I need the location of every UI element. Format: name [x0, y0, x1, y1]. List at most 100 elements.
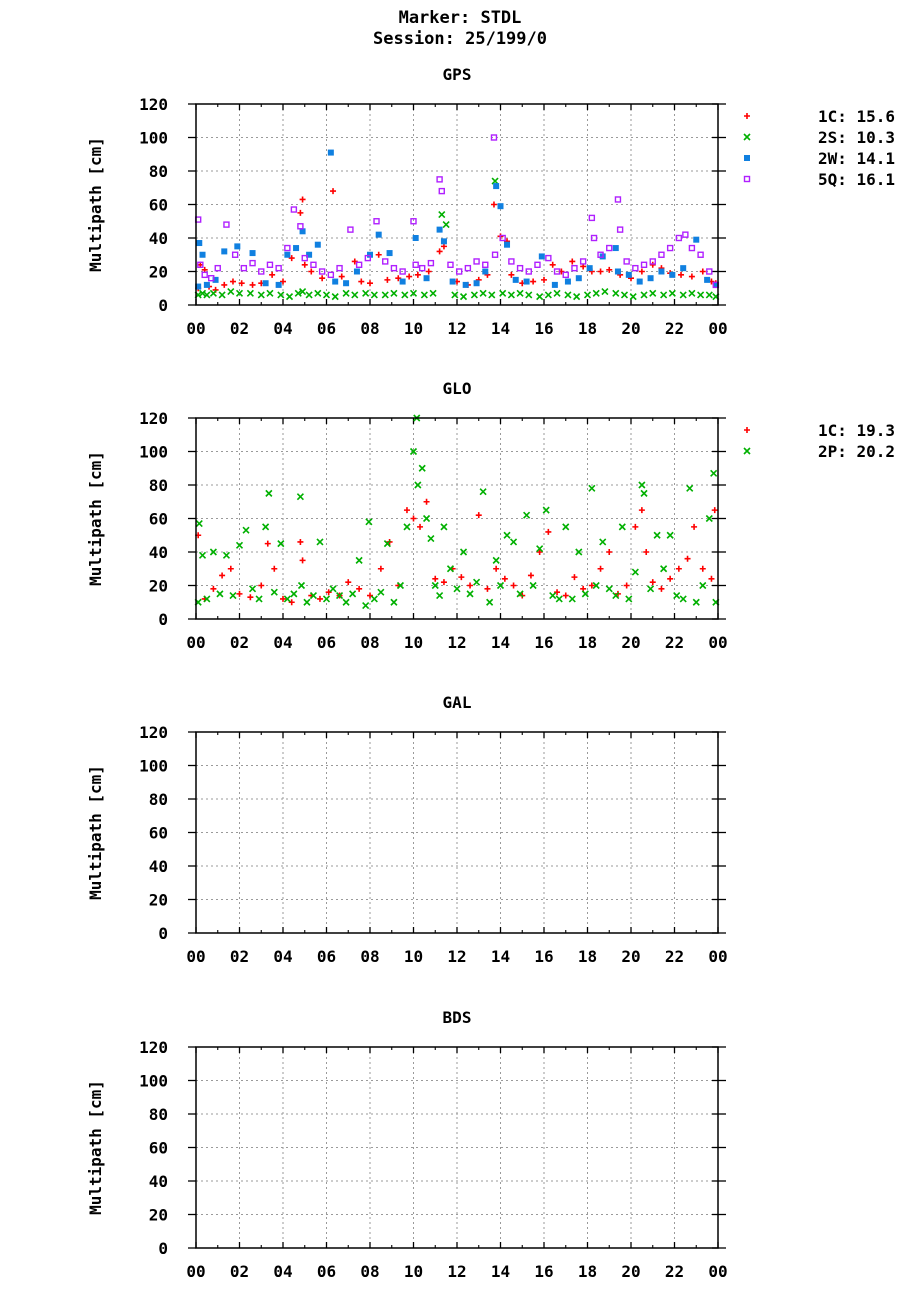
data-point	[410, 515, 417, 522]
x-tick-label: 22	[665, 1262, 684, 1281]
data-point	[258, 582, 265, 589]
data-point	[527, 572, 534, 579]
data-point	[288, 255, 295, 262]
y-tick-label: 100	[139, 1072, 168, 1091]
y-axis-label: Multipath [cm]	[86, 451, 105, 586]
data-point	[706, 268, 713, 275]
data-point	[401, 291, 409, 299]
data-point	[510, 582, 517, 589]
data-point	[640, 291, 648, 299]
data-point	[658, 268, 665, 275]
data-point	[343, 280, 350, 287]
data-point	[564, 278, 571, 285]
legend-marker	[743, 175, 751, 183]
data-point	[523, 511, 531, 519]
data-point	[496, 581, 505, 590]
data-point	[612, 245, 619, 252]
data-point	[508, 271, 515, 278]
data-point	[606, 549, 613, 555]
data-point	[499, 234, 506, 242]
x-tick-label: 08	[360, 947, 379, 966]
data-point	[235, 289, 244, 297]
data-point	[264, 540, 271, 547]
data-point	[299, 228, 306, 235]
data-point	[249, 259, 256, 267]
data-point	[516, 590, 524, 598]
data-point	[446, 565, 455, 573]
y-tick-label: 100	[139, 443, 168, 462]
data-point	[464, 264, 472, 272]
x-tick-label: 12	[447, 319, 466, 338]
data-point	[227, 288, 235, 296]
data-point	[406, 273, 413, 280]
x-tick-label: 00	[708, 1262, 727, 1281]
data-point	[367, 280, 373, 287]
data-point	[493, 183, 500, 190]
panel-title: BDS	[443, 1008, 472, 1027]
data-point	[493, 565, 500, 572]
data-point	[290, 590, 298, 598]
data-point	[306, 251, 313, 258]
data-point	[285, 293, 294, 301]
data-point	[332, 278, 339, 285]
data-point	[432, 575, 439, 582]
data-point	[660, 291, 668, 299]
data-point	[497, 203, 504, 210]
data-point	[614, 196, 622, 203]
data-point	[605, 585, 613, 593]
data-point	[347, 226, 354, 233]
data-point	[438, 210, 446, 219]
data-point	[597, 268, 604, 275]
data-point	[712, 281, 719, 288]
data-point	[266, 261, 274, 268]
x-tick-label: 04	[273, 947, 292, 966]
y-tick-label: 20	[149, 891, 168, 910]
data-point	[504, 241, 511, 248]
data-point	[383, 540, 391, 548]
x-tick-label: 06	[317, 1262, 336, 1281]
data-point	[327, 271, 335, 279]
data-point	[631, 568, 639, 576]
data-point	[571, 264, 578, 272]
data-point	[442, 221, 450, 229]
data-point	[553, 289, 561, 297]
data-point	[601, 288, 609, 296]
data-point	[316, 538, 324, 546]
data-point	[409, 447, 418, 456]
data-point	[488, 291, 496, 299]
data-point	[440, 523, 448, 531]
x-tick-label: 20	[621, 947, 640, 966]
data-point	[384, 276, 391, 283]
data-point	[447, 261, 454, 268]
y-tick-label: 0	[158, 1239, 168, 1258]
data-point	[643, 549, 650, 555]
data-point	[692, 598, 700, 606]
data-point	[414, 481, 422, 489]
data-point	[329, 585, 337, 593]
data-point	[248, 585, 257, 593]
data-point	[330, 188, 337, 195]
data-point	[362, 289, 370, 297]
data-point	[562, 592, 569, 599]
data-point	[697, 251, 704, 258]
y-axis-label: Multipath [cm]	[86, 765, 105, 900]
data-point	[198, 551, 207, 559]
y-tick-label: 60	[149, 510, 168, 529]
legend-entry: 5Q: 16.1	[818, 170, 895, 189]
data-point	[473, 280, 480, 287]
data-point	[247, 594, 254, 601]
data-point	[419, 264, 426, 272]
legend-entry: 1C: 15.6	[818, 107, 895, 126]
data-point	[355, 556, 363, 564]
data-point	[575, 275, 582, 282]
data-point	[686, 484, 694, 492]
data-point	[530, 278, 537, 285]
y-tick-label: 100	[139, 129, 168, 148]
plot-frame	[195, 417, 719, 620]
x-tick-label: 16	[534, 319, 553, 338]
data-point	[571, 574, 578, 581]
x-tick-label: 18	[578, 947, 597, 966]
x-tick-label: 16	[534, 947, 553, 966]
data-point	[262, 280, 269, 287]
